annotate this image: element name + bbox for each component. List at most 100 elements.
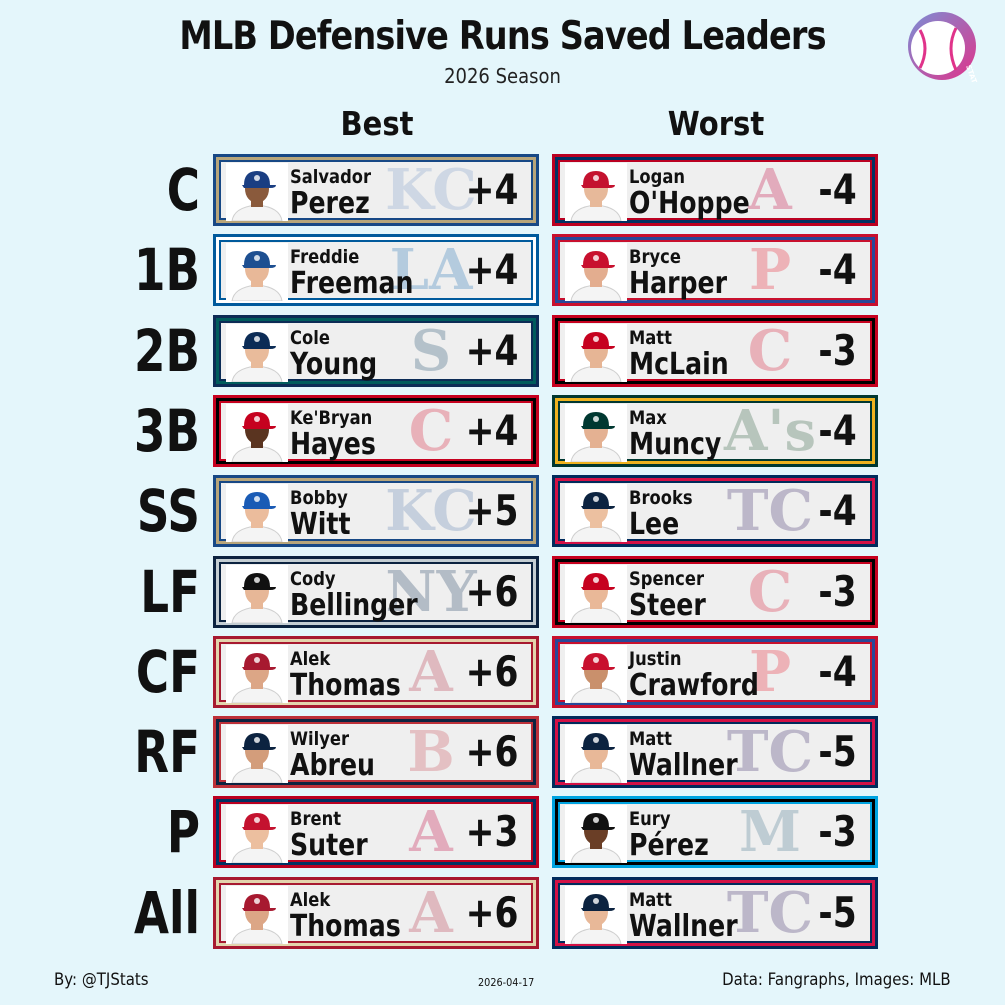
player-photo [226, 243, 288, 301]
player-first-name: Bryce [629, 246, 681, 268]
tjstats-logo: STATS [908, 12, 978, 82]
runs-saved-value: -5 [818, 727, 857, 776]
player-first-name: Matt [629, 889, 672, 911]
team-logo-watermark: P [748, 639, 792, 705]
runs-saved-value: +3 [465, 807, 518, 856]
runs-saved-value: +4 [465, 326, 518, 375]
player-photo [565, 163, 627, 221]
team-logo-watermark: M [739, 799, 801, 865]
player-first-name: Justin [629, 648, 682, 670]
player-last-name: Perez [290, 186, 370, 221]
position-label: RF [134, 718, 200, 786]
team-logo-watermark: A [409, 880, 453, 946]
player-first-name: Wilyer [290, 728, 350, 750]
player-last-name: Wallner [629, 748, 738, 783]
team-logo-watermark: TC [726, 719, 814, 785]
player-first-name: Salvador [290, 166, 372, 188]
runs-saved-value: -5 [818, 888, 857, 937]
team-logo-watermark: C [747, 318, 793, 384]
player-last-name: Witt [290, 507, 351, 542]
best-player-card: A Alek Thomas +6 [213, 877, 539, 949]
runs-saved-value: +4 [465, 406, 518, 455]
best-player-card: A Alek Thomas +6 [213, 636, 539, 708]
team-logo-watermark: A [409, 799, 453, 865]
player-first-name: Brooks [629, 487, 693, 509]
player-photo [226, 805, 288, 863]
best-player-card: A Brent Suter +3 [213, 796, 539, 868]
player-first-name: Matt [629, 327, 672, 349]
worst-player-card: A Logan O'Hoppe -4 [552, 154, 878, 226]
player-photo [226, 324, 288, 382]
player-last-name: Harper [629, 266, 728, 301]
player-photo [565, 645, 627, 703]
player-last-name: Abreu [290, 748, 376, 783]
player-photo [226, 725, 288, 783]
player-last-name: Lee [629, 507, 680, 542]
player-first-name: Alek [290, 889, 331, 911]
player-first-name: Eury [629, 808, 671, 830]
player-first-name: Logan [629, 166, 685, 188]
data-source: Data: Fangraphs, Images: MLB [722, 970, 951, 990]
team-logo-watermark: C [408, 398, 454, 464]
position-label: C [166, 156, 200, 224]
player-photo [565, 565, 627, 623]
team-logo-watermark: S [410, 318, 452, 384]
best-player-card: NY Cody Bellinger +6 [213, 556, 539, 628]
player-first-name: Cody [290, 568, 336, 590]
player-last-name: Bellinger [290, 588, 418, 623]
player-first-name: Spencer [629, 568, 705, 590]
runs-saved-value: +6 [465, 647, 518, 696]
runs-saved-value: -4 [818, 406, 857, 455]
best-player-card: C Ke'Bryan Hayes +4 [213, 395, 539, 467]
player-photo [565, 805, 627, 863]
player-last-name: Wallner [629, 909, 738, 944]
player-first-name: Cole [290, 327, 330, 349]
player-last-name: Thomas [290, 668, 401, 703]
team-logo-watermark: KC [385, 157, 477, 223]
worst-player-card: TC Matt Wallner -5 [552, 877, 878, 949]
runs-saved-value: -4 [818, 165, 857, 214]
team-logo-watermark: KC [385, 478, 477, 544]
player-photo [565, 484, 627, 542]
best-player-card: KC Bobby Witt +5 [213, 475, 539, 547]
position-label: SS [136, 477, 200, 545]
worst-column-header: Worst [667, 104, 765, 143]
team-logo-watermark: NY [385, 559, 477, 625]
position-label: 3B [134, 397, 200, 465]
position-label: CF [135, 638, 200, 706]
team-logo-watermark: LA [389, 237, 473, 303]
runs-saved-value: -4 [818, 245, 857, 294]
best-player-card: LA Freddie Freeman +4 [213, 234, 539, 306]
runs-saved-value: +6 [465, 567, 518, 616]
team-logo-watermark: TC [726, 880, 814, 946]
player-photo [565, 243, 627, 301]
worst-player-card: M Eury Pérez -3 [552, 796, 878, 868]
runs-saved-value: -3 [818, 567, 857, 616]
player-first-name: Ke'Bryan [290, 407, 373, 429]
author-credit: By: @TJStats [54, 970, 149, 990]
position-label: 1B [134, 236, 200, 304]
runs-saved-value: +5 [465, 486, 518, 535]
best-column-header: Best [340, 104, 414, 143]
player-last-name: Hayes [290, 427, 376, 462]
player-last-name: Steer [629, 588, 706, 623]
position-label: 2B [134, 317, 200, 385]
page-subtitle: 2026 Season [444, 64, 561, 88]
best-player-card: B Wilyer Abreu +6 [213, 716, 539, 788]
worst-player-card: P Justin Crawford -4 [552, 636, 878, 708]
player-photo [565, 404, 627, 462]
player-photo [226, 886, 288, 944]
player-first-name: Max [629, 407, 667, 429]
player-first-name: Brent [290, 808, 342, 830]
player-last-name: Freeman [290, 266, 414, 301]
team-logo-watermark: A [409, 639, 453, 705]
team-logo-watermark: P [748, 237, 792, 303]
runs-saved-value: -3 [818, 326, 857, 375]
position-label: LF [140, 558, 200, 626]
player-last-name: O'Hoppe [629, 186, 750, 221]
runs-saved-value: +4 [465, 245, 518, 294]
position-label: All [133, 879, 200, 947]
player-last-name: Muncy [629, 427, 722, 462]
player-photo [565, 886, 627, 944]
best-player-card: KC Salvador Perez +4 [213, 154, 539, 226]
